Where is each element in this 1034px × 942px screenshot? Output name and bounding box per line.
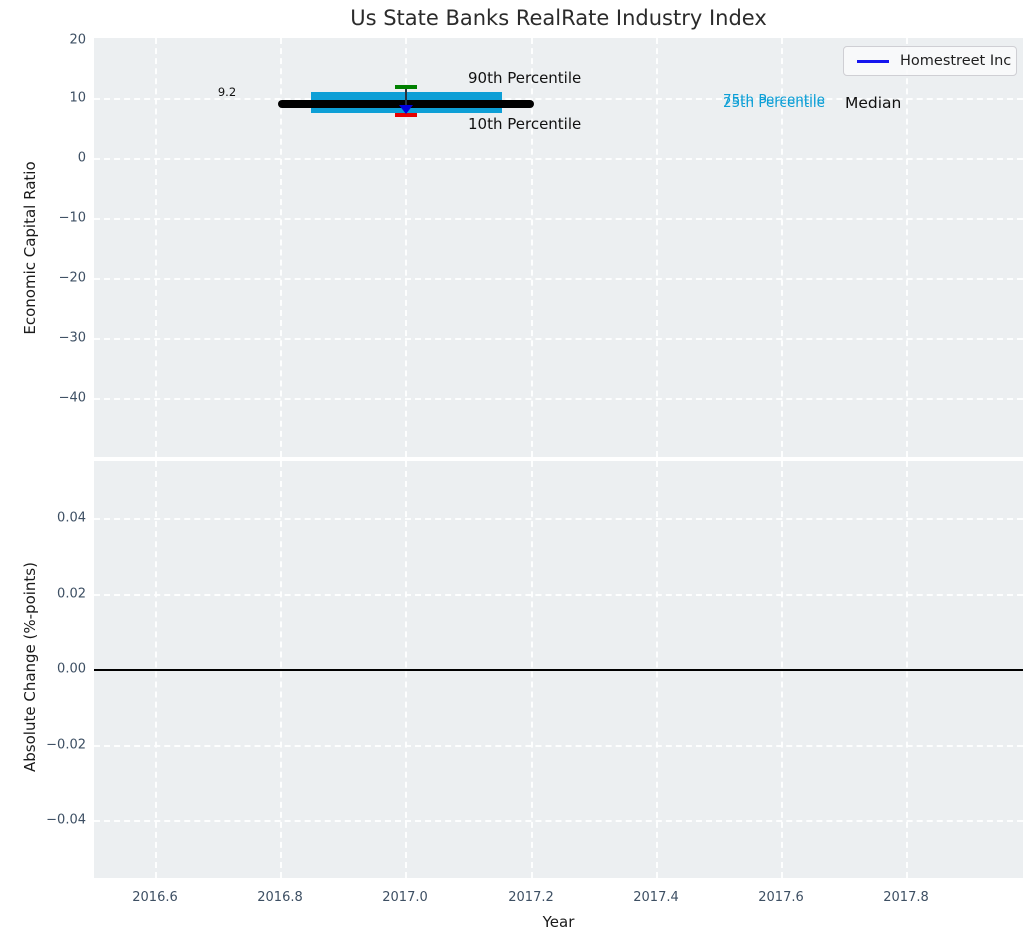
vertical-gridline [656,38,658,457]
ytick-label: 20 [69,32,86,48]
vertical-gridline [405,38,407,457]
horizontal-gridline [94,745,1023,747]
xtick-label: 2017.4 [633,890,679,905]
ytick-label: −0.02 [46,737,86,753]
median-annotation: Median [845,94,902,112]
ytick-label: 10 [69,90,86,106]
ytick-label: −30 [58,330,86,346]
horizontal-gridline [94,158,1023,160]
ytick-label: 0.04 [57,510,86,526]
horizontal-gridline [94,218,1023,220]
ytick-label: −10 [58,210,86,226]
vertical-gridline [531,38,533,457]
errorbar-whisker [405,87,407,115]
vertical-gridline [906,38,908,457]
horizontal-gridline [94,98,1023,100]
p10-errorbar-cap [395,113,417,117]
ytick-label: 0 [77,150,86,166]
horizontal-gridline [94,594,1023,596]
horizontal-gridline [94,518,1023,520]
legend-label: Homestreet Inc [900,53,1012,69]
horizontal-gridline [94,278,1023,280]
median-value-label: 9.2 [217,85,237,99]
vertical-gridline [155,38,157,457]
horizontal-gridline [94,398,1023,400]
p10-annotation: 10th Percentile [468,115,582,133]
ytick-label: 0.00 [57,661,86,677]
xtick-label: 2017.0 [382,890,428,905]
p25-annotation: 25th Percentile [723,94,825,111]
legend: Homestreet Inc [843,46,1017,76]
bottom-plot-area [94,461,1023,878]
p90-annotation: 90th Percentile [468,69,582,87]
xtick-label: 2017.8 [883,890,929,905]
homestreet-data-marker [399,105,413,114]
horizontal-gridline [94,820,1023,822]
xtick-label: 2016.6 [132,890,178,905]
legend-line-sample [857,59,889,63]
horizontal-gridline [94,338,1023,340]
chart-title: Us State Banks RealRate Industry Index [350,6,767,30]
ytick-label: −20 [58,270,86,286]
bottom-y-axis-label: Absolute Change (%-points) [21,562,39,772]
p90-errorbar-cap [395,85,417,89]
xtick-label: 2017.2 [508,890,554,905]
top-plot-area: 9.2 90th Percentile 10th Percentile 75th… [94,38,1023,457]
vertical-gridline [781,38,783,457]
x-axis-label: Year [542,913,575,931]
zero-reference-line [94,669,1023,671]
xtick-label: 2016.8 [257,890,303,905]
xtick-label: 2017.6 [758,890,804,905]
ytick-label: −0.04 [46,812,86,828]
top-y-axis-label: Economic Capital Ratio [21,161,39,335]
vertical-gridline [280,38,282,457]
ytick-label: 0.02 [57,586,86,602]
p75-annotation: 75th Percentile [723,92,825,108]
ytick-label: −40 [58,390,86,406]
